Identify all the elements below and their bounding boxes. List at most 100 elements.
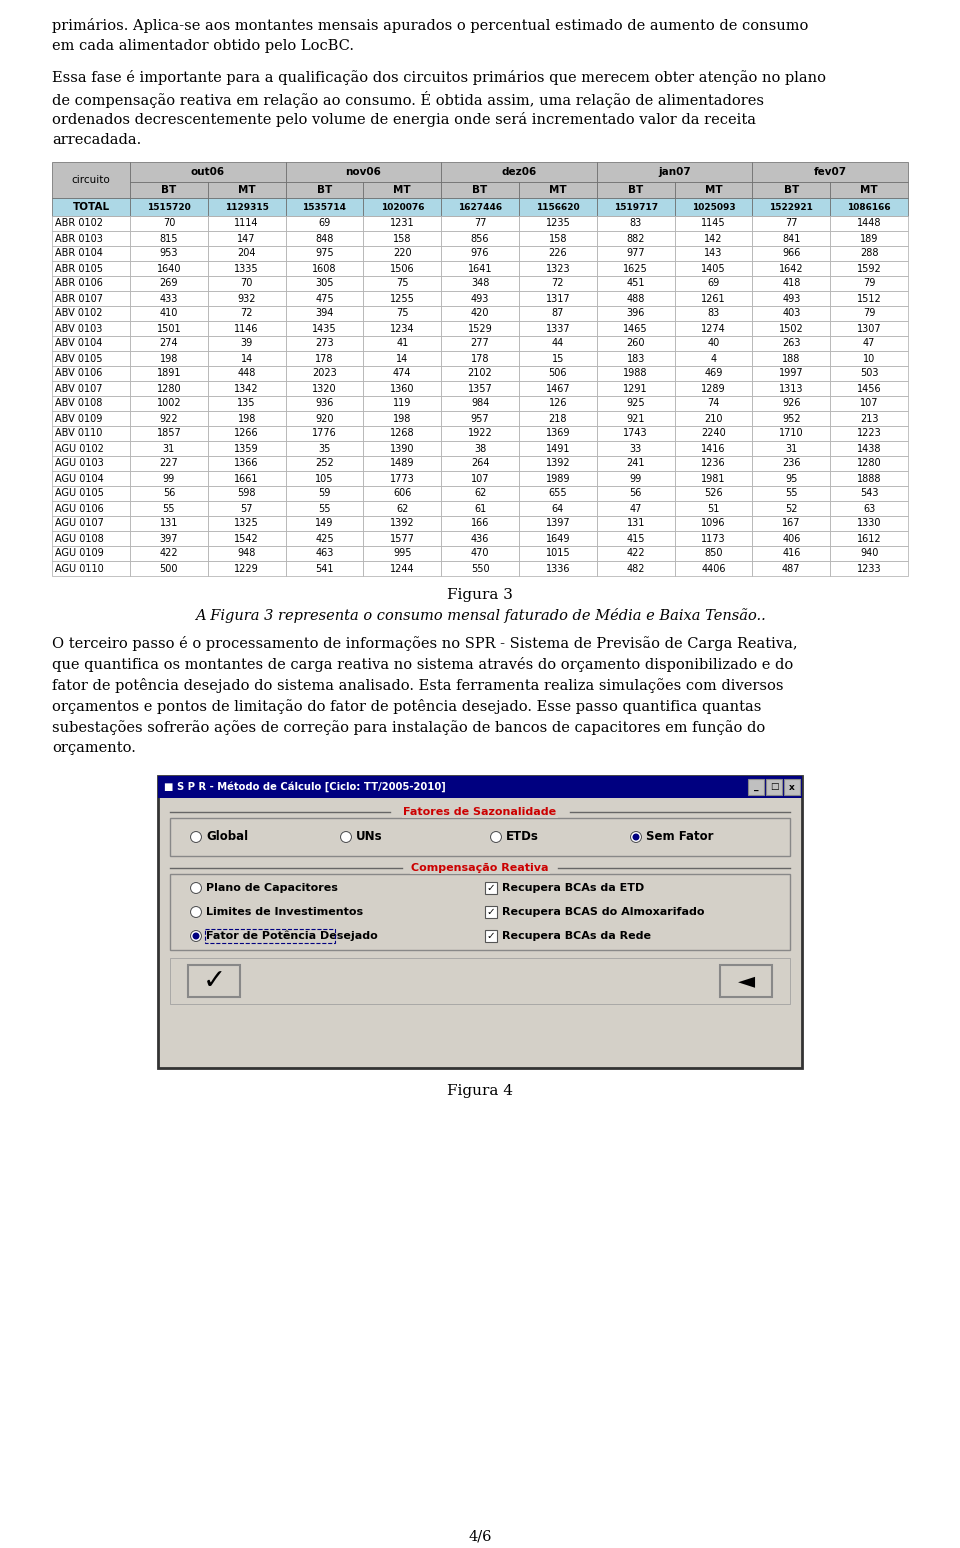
Bar — [830, 515, 908, 531]
Bar — [130, 546, 207, 560]
Text: 1229: 1229 — [234, 563, 259, 573]
Bar — [52, 291, 130, 307]
Text: MT: MT — [238, 186, 255, 195]
Circle shape — [341, 831, 351, 842]
Bar — [830, 198, 908, 217]
Bar — [130, 502, 207, 515]
Text: 227: 227 — [159, 458, 179, 469]
Text: AGU 0103: AGU 0103 — [55, 458, 104, 469]
Text: que quantifica os montantes de carga reativa no sistema através do orçamento dis: que quantifica os montantes de carga rea… — [52, 656, 793, 672]
Bar — [286, 231, 364, 246]
Text: 269: 269 — [159, 279, 179, 288]
Text: Recupera BCAs da Rede: Recupera BCAs da Rede — [502, 930, 651, 941]
Bar — [364, 336, 442, 351]
Circle shape — [631, 831, 641, 842]
Bar — [207, 231, 286, 246]
Text: 606: 606 — [393, 489, 412, 498]
Text: 1542: 1542 — [234, 534, 259, 543]
Text: fev07: fev07 — [814, 167, 847, 176]
Text: ordenados decrescentemente pelo volume de energia onde será incrementado valor d: ordenados decrescentemente pelo volume d… — [52, 111, 756, 127]
Bar — [830, 183, 908, 198]
Text: 1710: 1710 — [779, 429, 804, 438]
Bar — [784, 779, 800, 796]
Text: 210: 210 — [705, 413, 723, 424]
Bar — [130, 231, 207, 246]
Bar — [519, 365, 597, 381]
Bar — [753, 396, 830, 412]
Bar — [519, 351, 597, 365]
Text: 252: 252 — [315, 458, 334, 469]
Bar — [753, 546, 830, 560]
Text: Figura 4: Figura 4 — [447, 1084, 513, 1098]
Bar — [442, 276, 519, 291]
Bar — [286, 457, 364, 471]
Text: 77: 77 — [785, 218, 798, 229]
Bar — [675, 560, 753, 576]
Bar — [364, 546, 442, 560]
Bar — [675, 531, 753, 546]
Text: 2102: 2102 — [468, 368, 492, 379]
Bar — [675, 515, 753, 531]
Text: 1244: 1244 — [390, 563, 415, 573]
Bar — [286, 163, 442, 183]
Bar — [753, 426, 830, 441]
Text: 1773: 1773 — [390, 474, 415, 483]
Bar — [130, 441, 207, 457]
Bar — [364, 307, 442, 320]
Bar — [52, 246, 130, 262]
Text: 87: 87 — [552, 308, 564, 319]
Text: 1489: 1489 — [390, 458, 415, 469]
Bar — [442, 365, 519, 381]
Text: 815: 815 — [159, 234, 179, 243]
Text: 940: 940 — [860, 548, 878, 559]
Text: 1981: 1981 — [701, 474, 726, 483]
Text: 420: 420 — [470, 308, 490, 319]
Text: 4406: 4406 — [701, 563, 726, 573]
Text: 1114: 1114 — [234, 218, 259, 229]
Bar — [519, 246, 597, 262]
Bar — [364, 396, 442, 412]
Text: UNs: UNs — [356, 830, 383, 844]
Text: ✓: ✓ — [487, 907, 495, 916]
Bar — [753, 457, 830, 471]
Bar — [207, 291, 286, 307]
Text: 213: 213 — [860, 413, 878, 424]
Bar — [130, 307, 207, 320]
Bar — [130, 457, 207, 471]
Text: 418: 418 — [782, 279, 801, 288]
Text: 226: 226 — [548, 249, 567, 259]
Text: 422: 422 — [159, 548, 179, 559]
Bar — [442, 560, 519, 576]
Bar — [52, 486, 130, 502]
Bar — [519, 217, 597, 231]
Text: 1405: 1405 — [701, 263, 726, 274]
Text: 1491: 1491 — [545, 443, 570, 454]
Text: 1467: 1467 — [545, 384, 570, 393]
Bar — [753, 231, 830, 246]
Bar — [207, 531, 286, 546]
Bar — [675, 412, 753, 426]
Text: orçamentos e pontos de limitação do fator de potência desejado. Esse passo quant: orçamentos e pontos de limitação do fato… — [52, 700, 761, 714]
Text: 41: 41 — [396, 339, 408, 348]
Bar — [675, 351, 753, 365]
Bar — [830, 471, 908, 486]
Bar — [207, 320, 286, 336]
Text: 1291: 1291 — [623, 384, 648, 393]
Bar — [675, 502, 753, 515]
Text: 56: 56 — [630, 489, 642, 498]
Text: 1025093: 1025093 — [692, 203, 735, 212]
Bar — [675, 365, 753, 381]
Text: 397: 397 — [159, 534, 179, 543]
Bar — [207, 336, 286, 351]
Text: 493: 493 — [782, 294, 801, 303]
Bar — [205, 929, 335, 943]
Bar — [519, 291, 597, 307]
Bar — [207, 396, 286, 412]
Text: 856: 856 — [470, 234, 490, 243]
Bar — [364, 291, 442, 307]
Bar — [830, 231, 908, 246]
Text: 69: 69 — [708, 279, 720, 288]
Text: 47: 47 — [863, 339, 876, 348]
Bar — [675, 183, 753, 198]
Bar — [170, 875, 790, 950]
